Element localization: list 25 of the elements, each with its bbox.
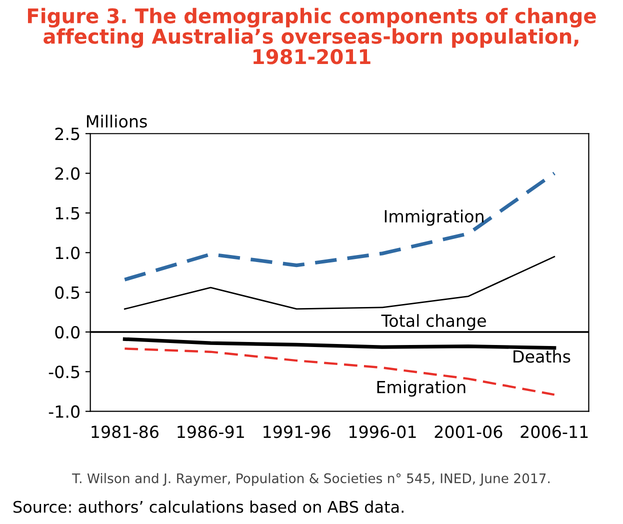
series-label: Total change — [381, 314, 486, 330]
source-note: Source: authors’ calculations based on ABS data. — [14, 500, 404, 513]
x-tick-label: 1991-96 — [264, 426, 330, 438]
y-tick-label: 0.0 — [55, 326, 80, 339]
x-tick-label: 2006-11 — [520, 426, 588, 438]
text: T. Wilson and J. Raymer, Population & Societies n° 545, INED, June 2017. — [72, 473, 550, 486]
y-tick-label: 2.5 — [55, 128, 80, 140]
line-series — [124, 256, 556, 310]
x-tick-label: 2001-06 — [434, 426, 502, 438]
x-tick-label: 1986-91 — [178, 426, 244, 438]
line-series — [122, 337, 556, 350]
chart-title: Figure 3. The demographic components of change affecting Australia’s overseas-born population, 1981-2011 — [28, 8, 596, 64]
series-label: Deaths — [514, 350, 570, 363]
y-axis-title: Millions — [86, 114, 147, 128]
y-tick-label: 1.5 — [56, 207, 80, 220]
y-tick-label: -0.5 — [48, 366, 80, 378]
y-tick-label: 2.0 — [55, 167, 80, 180]
y-tick-label: -1.0 — [48, 405, 80, 418]
y-tick-label: 1.0 — [56, 246, 80, 260]
series-label: Immigration — [384, 210, 484, 226]
line-series — [122, 171, 556, 282]
series-label: Emigration — [377, 380, 466, 397]
x-tick-label: 1981-86 — [92, 426, 158, 438]
x-tick-label: 1996-01 — [350, 426, 416, 438]
y-tick-label: 0.5 — [55, 286, 80, 299]
